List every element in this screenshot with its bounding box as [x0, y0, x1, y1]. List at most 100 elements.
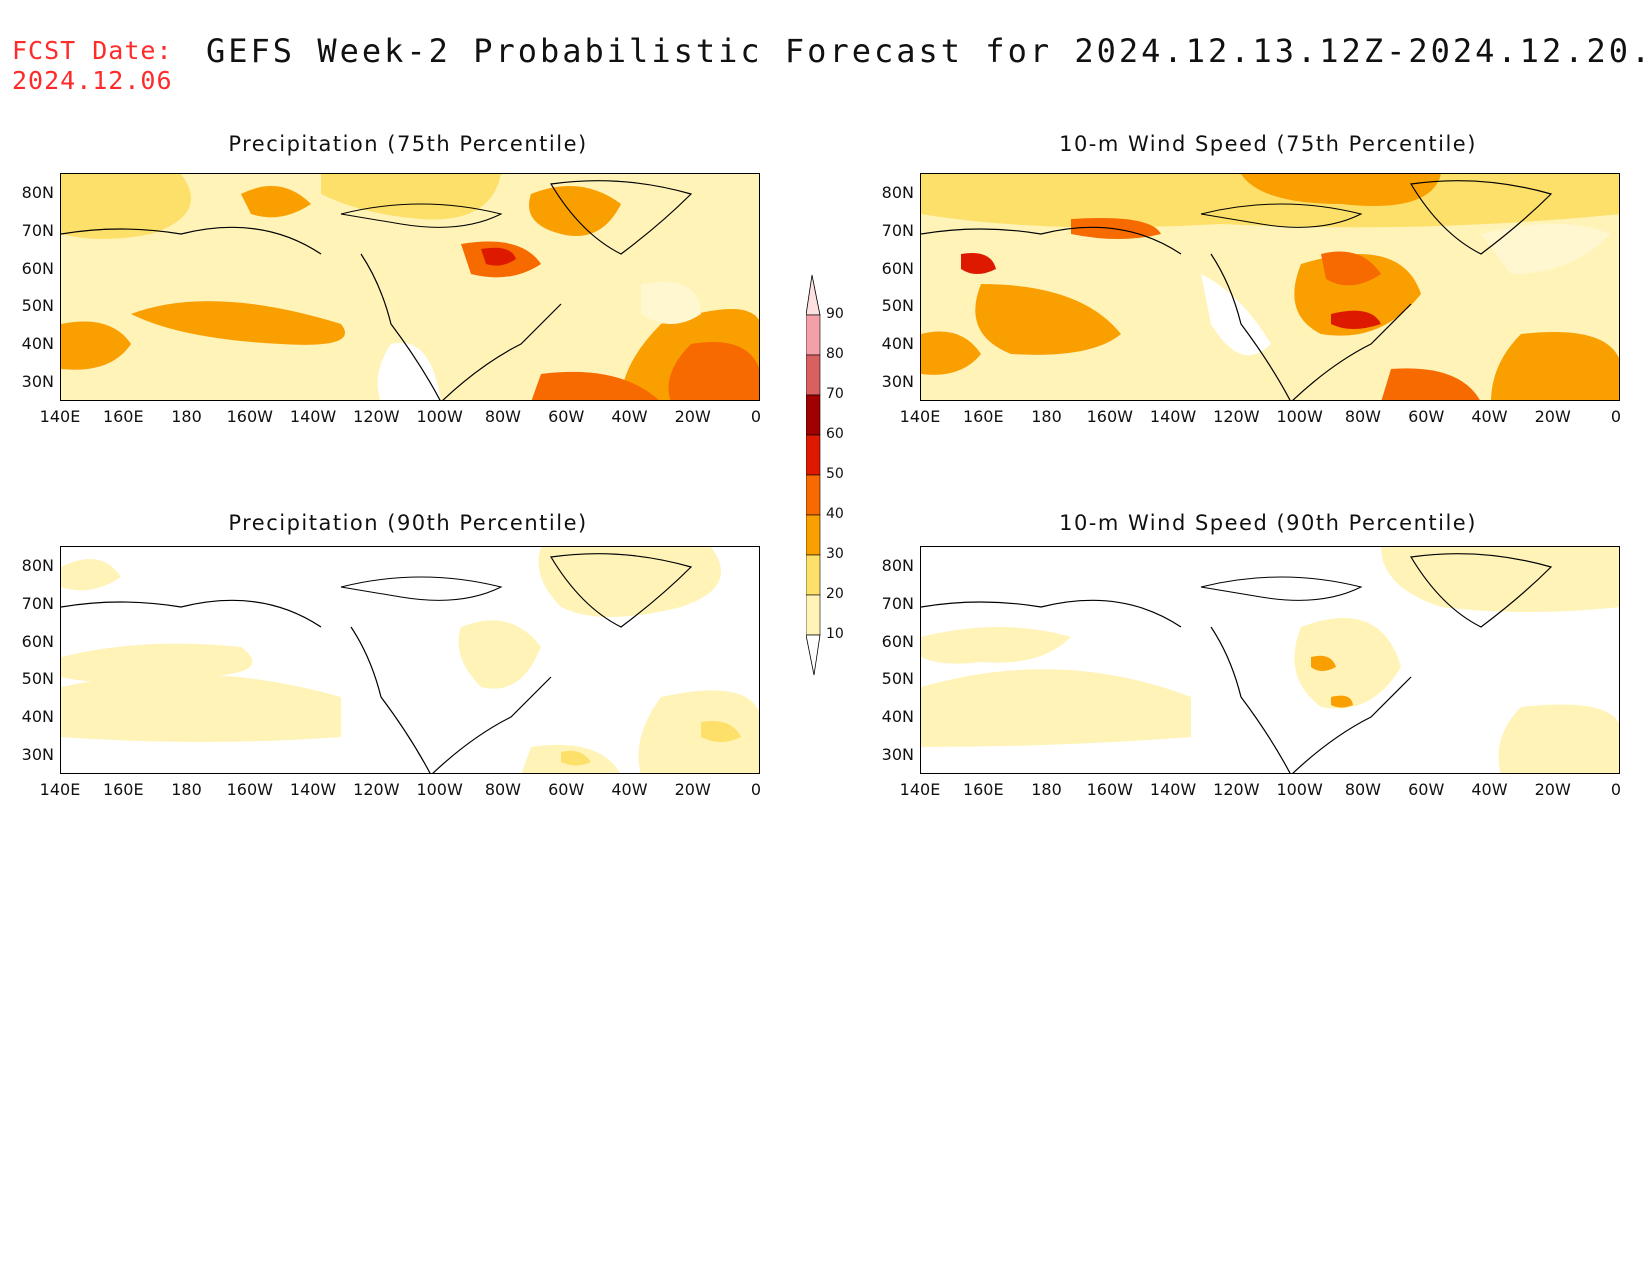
lon-label: 0	[750, 780, 762, 799]
lon-label: 0	[1610, 780, 1622, 799]
legend-swatch	[806, 594, 821, 636]
lon-label: 140E	[899, 407, 941, 426]
forecast-date-label: FCST Date:	[12, 36, 173, 65]
map-precip90-svg	[61, 547, 759, 773]
map-precip75	[60, 173, 760, 401]
lon-label: 40W	[611, 407, 648, 426]
lon-label: 160E	[962, 407, 1004, 426]
lon-label: 40W	[611, 780, 648, 799]
lat-label: 70N	[21, 221, 54, 240]
lat-label: 70N	[21, 594, 54, 613]
panel-title-precip75: Precipitation (75th Percentile)	[228, 132, 588, 156]
legend-label: 90	[826, 306, 844, 322]
lon-label: 180	[171, 780, 202, 799]
legend-label: 50	[826, 466, 844, 482]
lat-label: 80N	[21, 556, 54, 575]
lat-label: 80N	[881, 556, 914, 575]
lon-label: 20W	[1534, 780, 1571, 799]
lon-label: 140W	[289, 780, 337, 799]
legend-label: 20	[826, 586, 844, 602]
lon-label: 80W	[484, 780, 521, 799]
lat-label: 60N	[881, 632, 914, 651]
lon-label: 80W	[1344, 780, 1381, 799]
lat-label: 50N	[21, 296, 54, 315]
lat-label: 70N	[881, 221, 914, 240]
lon-label: 60W	[548, 407, 585, 426]
lon-label: 120W	[353, 407, 400, 426]
lon-label: 40W	[1471, 780, 1508, 799]
color-legend	[806, 274, 821, 676]
lon-label: 120W	[1213, 780, 1260, 799]
panel-title-precip90: Precipitation (90th Percentile)	[228, 511, 588, 535]
lat-label: 70N	[881, 594, 914, 613]
legend-label: 80	[826, 346, 844, 362]
lat-label: 80N	[881, 183, 914, 202]
lat-label: 40N	[881, 707, 914, 726]
lat-label: 30N	[21, 745, 54, 764]
legend-label: 70	[826, 386, 844, 402]
lat-label: 60N	[21, 632, 54, 651]
map-precip75-svg	[61, 174, 759, 400]
panel-title-wind75: 10-m Wind Speed (75th Percentile)	[1059, 132, 1477, 156]
map-wind75	[920, 173, 1620, 401]
lon-label: 60W	[548, 780, 585, 799]
lon-label: 160W	[1086, 780, 1133, 799]
panel-title-wind90: 10-m Wind Speed (90th Percentile)	[1059, 511, 1477, 535]
lat-label: 30N	[21, 372, 54, 391]
lon-label: 160W	[1086, 407, 1133, 426]
legend-swatch	[806, 434, 821, 476]
legend-swatch	[806, 554, 821, 596]
lon-label: 160E	[962, 780, 1004, 799]
legend-swatch	[806, 314, 821, 356]
lat-label: 60N	[21, 259, 54, 278]
legend-label: 40	[826, 506, 844, 522]
lon-label: 140E	[39, 780, 81, 799]
lat-label: 40N	[21, 334, 54, 353]
forecast-date-value: 2024.12.06	[12, 66, 173, 95]
lat-label: 80N	[21, 183, 54, 202]
lon-label: 160E	[102, 780, 144, 799]
lon-label: 140E	[39, 407, 81, 426]
legend-arrow-top	[806, 274, 821, 316]
legend-swatch	[806, 474, 821, 516]
lon-label: 180	[1031, 780, 1062, 799]
lon-label: 80W	[484, 407, 521, 426]
legend-swatch	[806, 514, 821, 556]
map-wind90	[920, 546, 1620, 774]
legend-swatch	[806, 354, 821, 396]
map-precip90	[60, 546, 760, 774]
page-title: GEFS Week-2 Probabilistic Forecast for 2…	[206, 32, 1650, 70]
lon-label: 120W	[353, 780, 400, 799]
legend-label: 30	[826, 546, 844, 562]
lon-label: 140W	[1149, 407, 1197, 426]
lon-label: 140W	[1149, 780, 1197, 799]
lon-label: 20W	[1534, 407, 1571, 426]
map-wind90-svg	[921, 547, 1619, 773]
lon-label: 180	[171, 407, 202, 426]
lon-label: 160E	[102, 407, 144, 426]
lat-label: 50N	[881, 669, 914, 688]
lat-label: 40N	[881, 334, 914, 353]
lon-label: 140E	[899, 780, 941, 799]
lon-label: 100W	[416, 407, 463, 426]
lon-label: 20W	[674, 780, 711, 799]
lat-label: 60N	[881, 259, 914, 278]
lon-label: 160W	[226, 780, 273, 799]
lon-label: 20W	[674, 407, 711, 426]
lon-label: 80W	[1344, 407, 1381, 426]
lon-label: 100W	[1276, 780, 1323, 799]
lat-label: 30N	[881, 745, 914, 764]
lon-label: 120W	[1213, 407, 1260, 426]
lon-label: 60W	[1408, 407, 1445, 426]
lat-label: 50N	[881, 296, 914, 315]
lon-label: 160W	[226, 407, 273, 426]
lon-label: 40W	[1471, 407, 1508, 426]
lon-label: 100W	[1276, 407, 1323, 426]
lon-label: 180	[1031, 407, 1062, 426]
lat-label: 40N	[21, 707, 54, 726]
lon-label: 0	[750, 407, 762, 426]
lat-label: 50N	[21, 669, 54, 688]
lon-label: 60W	[1408, 780, 1445, 799]
lon-label: 140W	[289, 407, 337, 426]
legend-label: 10	[826, 626, 844, 642]
